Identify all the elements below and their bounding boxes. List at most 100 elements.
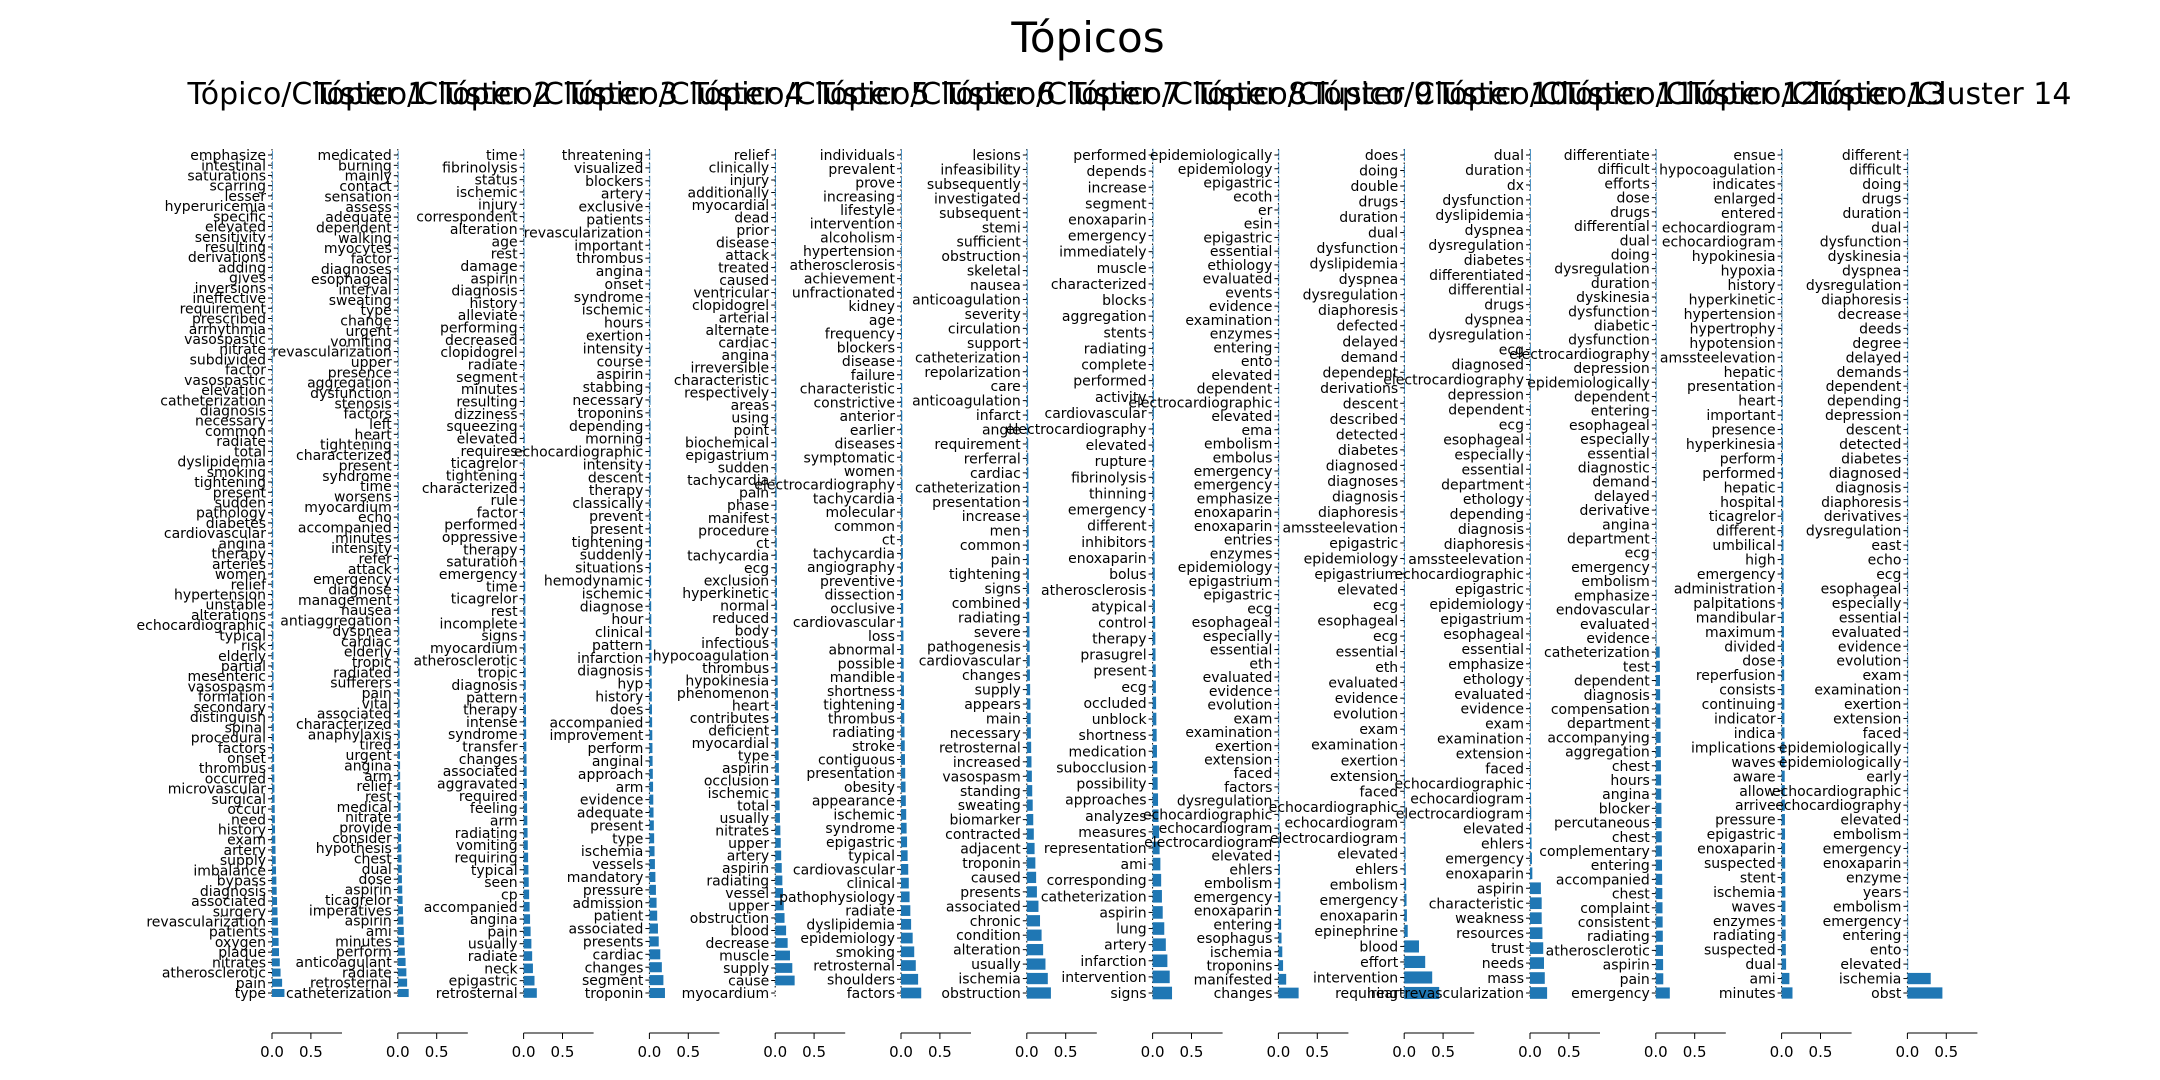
bar — [1404, 459, 1405, 472]
bar — [901, 616, 904, 628]
category-label: subsequently — [927, 177, 1021, 193]
bar — [1907, 351, 1909, 363]
category-label: stroke — [852, 739, 895, 755]
x-tick-label: 0.0 — [1895, 1043, 1919, 1061]
category-label: examination — [1814, 683, 1901, 699]
category-label: severity — [965, 307, 1021, 323]
category-label: esophageal — [1443, 627, 1524, 643]
category-label: esophageal — [1569, 418, 1650, 434]
bar — [1530, 927, 1543, 939]
bar — [775, 775, 780, 786]
category-label: emergency — [1697, 567, 1776, 583]
bar — [1530, 717, 1531, 730]
category-label: palpitations — [1693, 596, 1775, 612]
bar — [397, 937, 405, 946]
panel-title: Tópico/Cluster 14 — [1812, 77, 2071, 112]
bar — [649, 523, 651, 534]
category-label: artery — [601, 187, 643, 203]
bar — [649, 807, 654, 818]
bar — [649, 820, 654, 831]
category-label: depending — [569, 419, 643, 435]
category-label: does — [1365, 148, 1398, 164]
bar — [649, 253, 651, 264]
category-label: does — [610, 702, 643, 718]
category-label: suddenly — [580, 548, 644, 564]
category-label: segment — [1085, 196, 1147, 212]
category-label: hypothesis — [316, 841, 392, 857]
bar — [1655, 618, 1657, 630]
category-label: presence — [328, 365, 392, 381]
category-label: hepatic — [1724, 480, 1776, 496]
category-label: hypokinesia — [685, 673, 769, 689]
category-label: divided — [1724, 639, 1775, 655]
bar — [1655, 774, 1662, 786]
bar — [1530, 418, 1531, 431]
category-label: therapy — [1092, 632, 1146, 648]
bar — [1781, 828, 1786, 840]
bar — [272, 386, 273, 395]
category-label: enoxaparin — [1823, 856, 1901, 872]
bar — [397, 813, 401, 822]
bar — [1404, 335, 1405, 348]
category-label: depending — [1827, 394, 1901, 410]
category-label: aspirin — [1477, 881, 1524, 897]
x-tick-label: 0.5 — [425, 1043, 449, 1061]
category-label: bypass — [217, 874, 266, 890]
category-label: factors — [343, 407, 391, 423]
bar — [272, 355, 273, 364]
category-label: revascularization — [524, 225, 644, 241]
bar — [1530, 403, 1531, 416]
category-label: bolus — [1109, 567, 1147, 583]
bar — [397, 688, 400, 698]
bar — [1152, 777, 1158, 790]
category-label: ento — [1241, 354, 1273, 370]
category-label: ecg — [1625, 546, 1650, 562]
category-label: shoulders — [827, 972, 895, 988]
bar — [649, 768, 653, 779]
category-label: adequate — [325, 210, 392, 226]
bar — [523, 150, 525, 160]
panel-title: Tópico/Cluster 8 — [1067, 77, 1307, 112]
category-label: depression — [1448, 387, 1524, 403]
category-label: intensity — [583, 457, 644, 473]
bar — [523, 618, 526, 629]
category-label: tropic — [478, 666, 518, 682]
bar — [272, 416, 273, 425]
bar — [1152, 406, 1154, 420]
category-label: enzyme — [1846, 870, 1901, 886]
category-label: chronic — [970, 914, 1021, 930]
category-label: occluded — [1083, 696, 1146, 712]
bar — [1655, 717, 1661, 729]
category-label: occlusion — [704, 773, 769, 789]
category-label: infectious — [701, 636, 769, 652]
bar — [523, 458, 525, 468]
x-tick-label: 0.5 — [1431, 1043, 1455, 1061]
bar — [397, 854, 402, 863]
bar — [1655, 589, 1657, 601]
bar — [1781, 207, 1783, 219]
category-label: aspirin — [470, 271, 517, 287]
category-label: clopidogrel — [440, 345, 517, 361]
category-label: rerferral — [964, 451, 1021, 467]
category-label: associated — [191, 894, 266, 910]
category-label: different — [1716, 524, 1776, 540]
bar — [272, 917, 278, 926]
category-label: partial — [221, 659, 266, 675]
category-label: faced — [1234, 766, 1273, 782]
x-tick-label: 0.5 — [676, 1043, 700, 1061]
bar — [1152, 519, 1155, 532]
category-label: nitrate — [219, 342, 266, 358]
bar — [523, 285, 525, 296]
category-label: angina — [344, 758, 392, 774]
bar — [1907, 221, 1909, 233]
category-label: diagnosed — [1326, 458, 1398, 474]
bar — [523, 692, 526, 703]
bar — [649, 278, 651, 289]
bar — [397, 440, 399, 449]
bar — [397, 771, 401, 780]
category-label: sweating — [329, 293, 392, 309]
category-label: myocytes — [324, 241, 392, 257]
bar — [649, 356, 651, 367]
bar — [1781, 886, 1786, 898]
category-label: retrosternal — [310, 976, 392, 992]
